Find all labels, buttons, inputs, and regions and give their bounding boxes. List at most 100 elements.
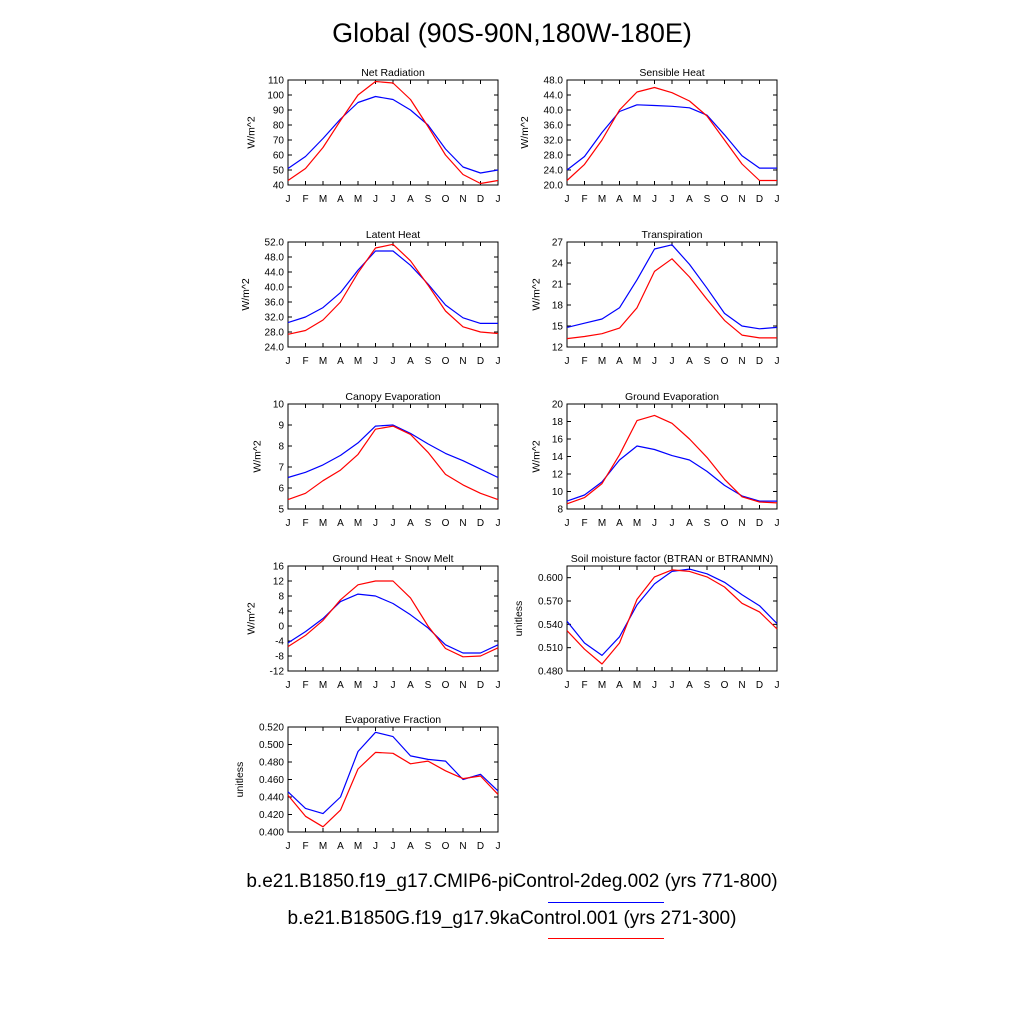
y-tick-label: 32.0 [265,313,285,324]
x-tick-label: N [459,194,466,205]
x-tick-label: A [686,680,693,691]
x-tick-label: O [721,356,729,367]
x-tick-label: J [496,194,501,205]
y-tick-label: 70 [273,136,285,147]
x-tick-label: J [373,680,378,691]
x-tick-label: A [407,356,414,367]
x-tick-label: J [391,194,396,205]
page-title: Global (90S-90N,180W-180E) [332,18,692,48]
x-tick-label: O [442,680,450,691]
y-tick-label: 48.0 [544,76,564,87]
y-tick-label: 0.600 [538,573,563,584]
y-tick-label: 0.420 [259,810,284,821]
y-tick-label: 24.0 [265,343,285,354]
x-tick-label: A [616,518,623,529]
y-tick-label: 12 [552,343,564,354]
chart-soil-moisture-factor-btran-or-btranmn: J F M A M J J A S O N D J0.4800.5100.5400.5700.600So… [513,553,780,691]
plot-frame [287,79,499,186]
x-tick-label: J [670,518,675,529]
y-tick-label: 50 [273,166,285,177]
y-tick-label: 27 [552,238,564,249]
x-tick-label: M [633,194,641,205]
plot-frame [566,79,778,186]
y-tick-label: 40.0 [544,106,564,117]
x-tick-label: J [373,841,378,852]
series-line-control [566,104,777,171]
y-tick-label: 8 [278,592,284,603]
y-tick-label: 36.0 [265,298,285,309]
y-tick-label: -12 [270,667,285,678]
x-tick-label: O [442,518,450,529]
series-line-9ka [287,580,499,658]
x-tick-label: O [442,841,450,852]
x-tick-label: D [756,680,763,691]
x-tick-label: M [598,194,606,205]
y-axis-label: W/m^2 [530,440,542,473]
x-tick-label: O [442,194,450,205]
chart-title: Ground Heat + Snow Melt [332,553,453,565]
chart-title: Net Radiation [361,67,425,79]
y-axis-label: W/m^2 [240,278,252,311]
y-tick-label: 0.480 [538,667,563,678]
legend-label-control: b.e21.B1850.f19_g17.CMIP6-piControl-2deg… [246,871,778,892]
x-tick-label: A [616,356,623,367]
chart-latent-heat: J F M A M J J A S O N D J24.028.032.036.040.044.048.… [240,229,501,367]
y-tick-label: 12 [552,470,564,481]
y-axis-label: W/m^2 [246,602,258,635]
x-tick-label: N [738,356,745,367]
x-tick-label: A [407,841,414,852]
chart-title: Canopy Evaporation [345,391,440,403]
x-tick-label: M [598,680,606,691]
x-tick-label: F [581,680,587,691]
x-tick-label: J [652,680,657,691]
y-tick-label: -4 [275,637,284,648]
y-tick-label: 0.480 [259,758,284,769]
x-tick-label: J [496,841,501,852]
y-tick-label: 28.0 [544,151,564,162]
x-tick-label: A [616,194,623,205]
series-line-control [287,424,499,479]
chart-title: Ground Evaporation [625,391,719,403]
x-tick-label: A [407,518,414,529]
x-tick-label: M [354,194,362,205]
y-tick-label: 44.0 [544,91,564,102]
y-tick-label: 44.0 [265,268,285,279]
x-tick-label: S [425,518,432,529]
x-tick-label: S [704,194,711,205]
x-tick-label: J [391,841,396,852]
chart-title: Sensible Heat [639,67,704,79]
x-tick-label: A [616,680,623,691]
x-tick-label: M [319,356,327,367]
x-tick-label: A [686,518,693,529]
plot-frame [287,403,499,510]
x-tick-label: A [407,194,414,205]
y-tick-label: 8 [278,442,284,453]
x-tick-label: J [286,841,291,852]
y-tick-label: 100 [267,91,284,102]
x-tick-label: J [496,680,501,691]
x-tick-label: D [756,194,763,205]
chart-title: Soil moisture factor (BTRAN or BTRANMN) [571,553,773,565]
x-tick-label: J [775,518,780,529]
y-tick-label: 20 [552,400,564,411]
x-tick-label: N [459,518,466,529]
x-tick-label: J [565,518,570,529]
x-tick-label: F [302,194,308,205]
x-tick-label: J [565,356,570,367]
x-tick-label: A [337,356,344,367]
x-tick-label: S [425,680,432,691]
x-tick-label: J [286,356,291,367]
y-axis-label: W/m^2 [519,116,531,149]
x-tick-label: S [425,841,432,852]
x-tick-label: M [319,518,327,529]
x-tick-label: M [633,356,641,367]
x-tick-label: O [721,194,729,205]
y-tick-label: 8 [557,505,563,516]
y-tick-label: 0 [278,622,284,633]
x-tick-label: F [302,356,308,367]
plot-frame [287,241,499,348]
